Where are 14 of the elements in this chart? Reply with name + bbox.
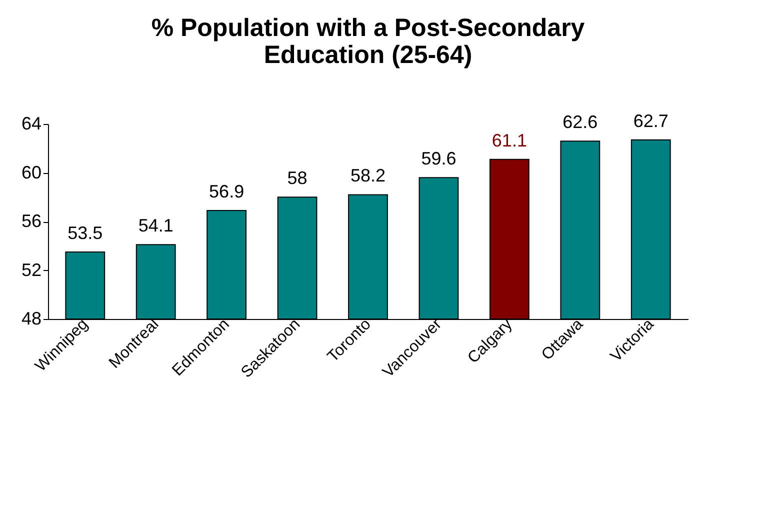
data-label: 58 <box>287 168 308 188</box>
y-tick-label: 56 <box>21 211 42 231</box>
data-label: 58.2 <box>350 166 386 186</box>
data-label: 62.7 <box>633 110 668 131</box>
y-tick-label: 52 <box>21 260 42 280</box>
data-label: 59.6 <box>421 148 456 169</box>
data-label: 53.5 <box>68 222 103 243</box>
y-tick-label: 60 <box>21 162 42 182</box>
y-tick-label: 64 <box>21 114 42 134</box>
data-label: 56.9 <box>209 182 244 202</box>
data-label: 54.1 <box>138 216 174 236</box>
data-label: 61.1 <box>492 130 527 150</box>
data-label: 62.6 <box>562 112 598 132</box>
chart-title: % Population with a Post-Secondary Education (25-64) <box>151 14 585 69</box>
